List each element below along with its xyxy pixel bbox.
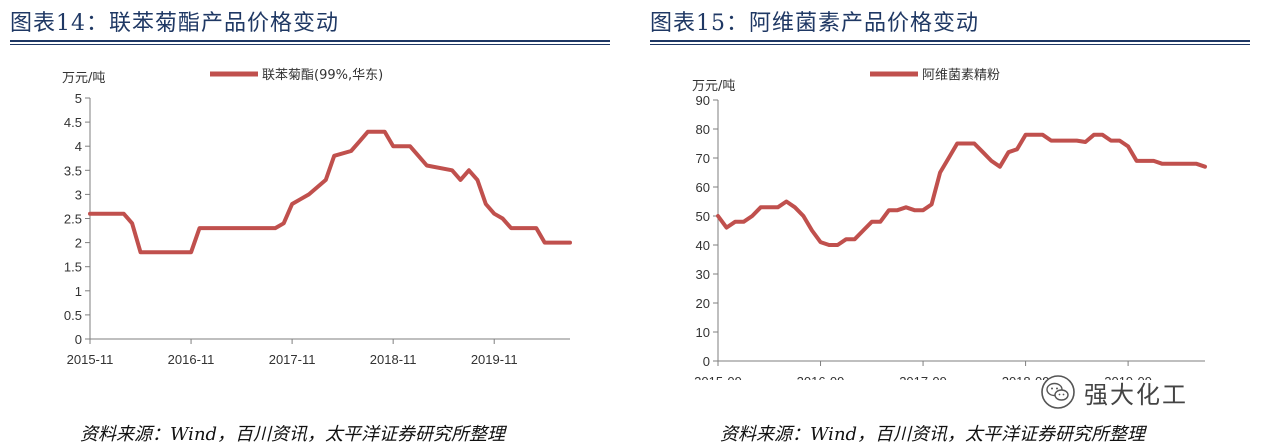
watermark: 强大化工 bbox=[1040, 372, 1188, 412]
right-source-note: 资料来源：Wind，百川资讯，太平洋证券研究所整理 bbox=[720, 424, 1146, 445]
y-tick-label: 0 bbox=[703, 354, 710, 369]
right-title-rule-thick bbox=[650, 40, 1250, 42]
y-tick-label: 0.5 bbox=[64, 308, 82, 323]
right-chart-title: 图表15：阿维菌素产品价格变动 bbox=[650, 11, 979, 36]
x-tick-label: 2017-11 bbox=[269, 352, 316, 367]
x-tick-label: 2015-11 bbox=[67, 352, 114, 367]
y-tick-label: 3.5 bbox=[64, 163, 82, 178]
y-tick-label: 40 bbox=[696, 238, 710, 253]
x-tick-label: 2019-09 bbox=[1104, 374, 1152, 380]
y-tick-label: 2.5 bbox=[64, 212, 82, 227]
x-tick-label: 2017-09 bbox=[899, 374, 947, 380]
y-axis-unit-label: 万元/吨 bbox=[692, 79, 735, 94]
left-title-rule-thin bbox=[10, 44, 610, 45]
x-tick-label: 2015-09 bbox=[694, 374, 742, 380]
left-source-note: 资料来源：Wind，百川资讯，太平洋证券研究所整理 bbox=[80, 424, 506, 445]
x-tick-label: 2018-09 bbox=[1002, 374, 1050, 380]
y-tick-label: 1 bbox=[75, 284, 82, 299]
right-line-chart: 万元/吨 阿维菌素精粉 0 10 20 30 40 50 60 70 80 90 2015-09 2016… bbox=[692, 68, 1207, 380]
series-line bbox=[716, 132, 1207, 247]
left-chart-title: 图表14：联苯菊酯产品价格变动 bbox=[10, 11, 339, 36]
y-tick-label: 4 bbox=[75, 139, 82, 154]
right-chart-panel: 图表15：阿维菌素产品价格变动 万元/吨 阿维菌素精粉 0 10 20 30 40 50 60 7… bbox=[650, 0, 1250, 448]
left-line-chart: 万元/吨 联苯菊酯(99%,华东) 0 0.5 1 1.5 2 2.5 3 3.5 4 4.5 5 201… bbox=[62, 68, 572, 367]
x-tick-label: 2016-09 bbox=[797, 374, 845, 380]
y-tick-label: 90 bbox=[696, 93, 710, 108]
y-tick-label: 50 bbox=[696, 209, 710, 224]
y-tick-label: 0 bbox=[75, 332, 82, 347]
legend-label: 阿维菌素精粉 bbox=[922, 68, 1000, 83]
left-title-rule-thick bbox=[10, 40, 610, 42]
wechat-logo-icon bbox=[1041, 375, 1075, 409]
y-tick-label: 30 bbox=[696, 267, 710, 282]
right-title-rule-thin bbox=[650, 44, 1250, 45]
x-tick-label: 2016-11 bbox=[168, 352, 215, 367]
y-tick-label: 2 bbox=[75, 236, 82, 251]
y-tick-label: 60 bbox=[696, 180, 710, 195]
y-tick-label: 5 bbox=[75, 91, 82, 106]
x-tick-label: 2018-11 bbox=[370, 352, 417, 367]
y-tick-label: 4.5 bbox=[64, 115, 82, 130]
y-tick-label: 3 bbox=[75, 187, 82, 202]
y-tick-label: 70 bbox=[696, 151, 710, 166]
y-tick-label: 80 bbox=[696, 122, 710, 137]
y-axis-unit-label: 万元/吨 bbox=[62, 71, 105, 86]
legend-label: 联苯菊酯(99%,华东) bbox=[262, 68, 383, 83]
y-tick-label: 1.5 bbox=[64, 260, 82, 275]
watermark-text: 强大化工 bbox=[1084, 380, 1188, 409]
left-chart-panel: 图表14：联苯菊酯产品价格变动 万元/吨 联苯菊酯(99%,华东) 0 0.5 1 1.5… bbox=[10, 0, 610, 448]
y-tick-label: 10 bbox=[696, 325, 710, 340]
y-tick-label: 20 bbox=[696, 296, 710, 311]
x-tick-label: 2019-11 bbox=[471, 352, 518, 367]
series-line bbox=[88, 129, 572, 255]
